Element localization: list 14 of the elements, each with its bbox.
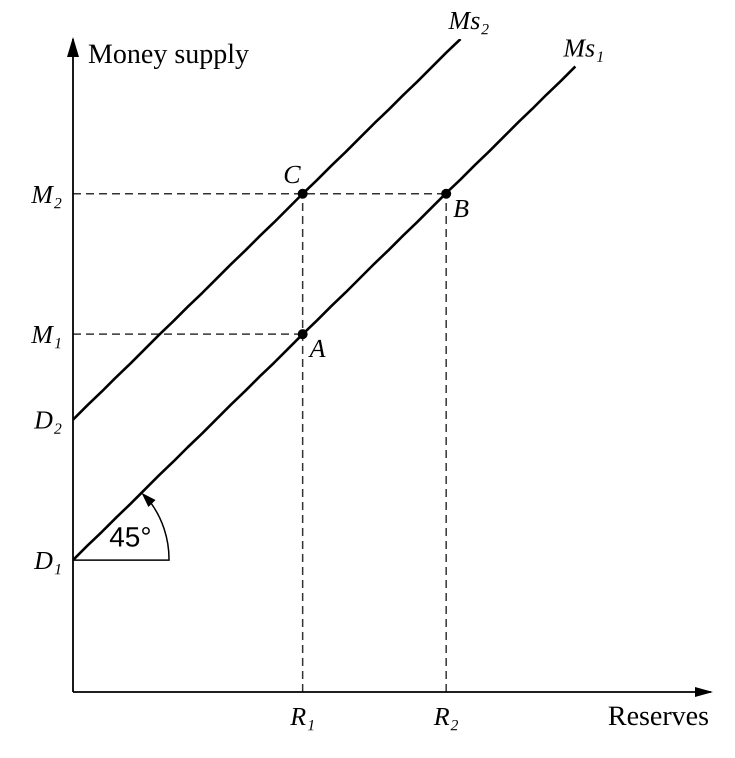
- annotation: 45°: [109, 522, 152, 553]
- text: M₂: [30, 180, 62, 209]
- series-label: Ms₁: [562, 33, 604, 62]
- y-axis-title: Money supply: [88, 39, 249, 70]
- x-tick-label: R₁: [289, 702, 316, 731]
- series-label: Ms₂: [448, 6, 490, 35]
- text: M₁: [30, 320, 62, 350]
- annotation: B: [453, 194, 470, 223]
- text: D₁: [33, 546, 62, 576]
- annotation: C: [283, 160, 302, 189]
- x-axis-title: Reserves: [608, 701, 709, 732]
- annotation: A: [308, 334, 326, 364]
- x-tick-label: R₂: [432, 702, 459, 731]
- text: D₂: [33, 406, 62, 435]
